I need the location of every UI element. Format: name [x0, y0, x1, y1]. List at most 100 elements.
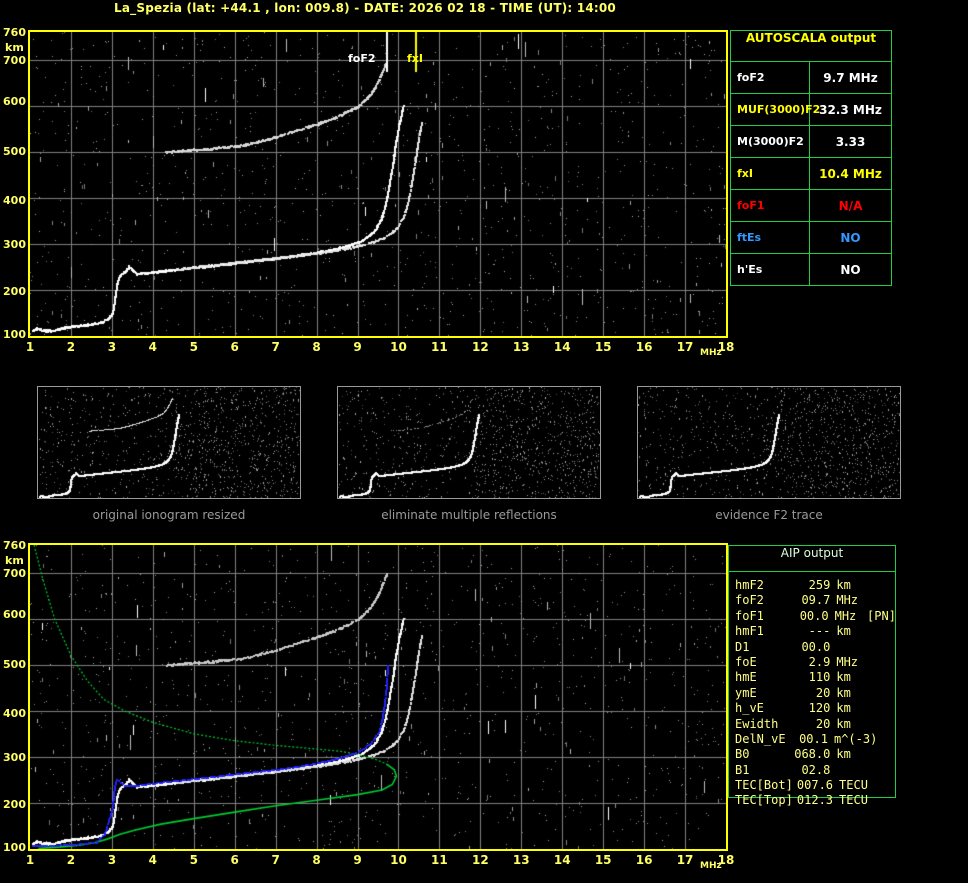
x-tick-5: 5 [189, 340, 198, 354]
aip-name-foF1: foF1 [735, 608, 764, 623]
aip-note-Ewidth [869, 717, 895, 732]
aip-value-ymE: 20 [815, 685, 831, 700]
x-tick-12: 12 [471, 340, 489, 354]
aip-value-hvE: 120 [808, 701, 831, 716]
x-tick-3: 3 [107, 853, 117, 867]
aip-name-hvE: h_vE [735, 701, 764, 716]
aip-note-foE [869, 655, 895, 670]
thumbnail-caption-eliminate: eliminate multiple reflections [381, 508, 557, 522]
aip-row: foF2 09.7 MHz [735, 593, 895, 608]
thumbnail-evidence-canvas [638, 387, 900, 498]
bottom-y-tick-200: 200 [3, 798, 26, 811]
aip-unit-D1 [836, 640, 869, 655]
main-ionogram-canvas [30, 32, 726, 336]
autoscala-row: h'Es NO [731, 254, 891, 285]
x-tick-14: 14 [553, 853, 571, 867]
aip-row: B0 068.0 km [735, 747, 895, 762]
bottom-y-tick-760: 760 [3, 539, 26, 552]
main-y-tick-200: 200 [3, 285, 26, 298]
aip-name-DelNvE: DelN_vE [735, 731, 786, 746]
x-tick-11: 11 [431, 340, 448, 354]
aip-name-foE: foE [735, 654, 757, 669]
aip-unit-hmF2: km [836, 578, 851, 592]
thumbnail-eliminate-reflections[interactable] [337, 386, 601, 499]
x-tick-4: 4 [148, 340, 157, 354]
aip-row: TEC[Top] 012.3 TECU [735, 793, 895, 808]
autoscala-value-foF1: N/A [838, 198, 863, 213]
autoscala-row: M(3000)F2 3.33 [731, 126, 891, 158]
aip-unit-foF2: MHz [836, 593, 859, 608]
aip-value-foF1: 00.0 [799, 608, 829, 623]
x-tick-7: 7 [271, 340, 280, 354]
x-tick-2: 2 [66, 340, 76, 354]
aip-unit-foE: MHz [836, 654, 859, 669]
marker-label-fof2: foF2 [348, 52, 376, 65]
aip-note-TECBot [871, 778, 895, 793]
aip-value-DelNvE: 00.1 [799, 731, 828, 746]
main-y-tick-600: 600 [3, 95, 26, 108]
bottom-y-tick-400: 400 [3, 707, 26, 720]
aip-note-DelNvE [870, 732, 895, 747]
autoscala-key-hEs: h'Es [731, 254, 810, 285]
aip-name-Ewidth: Ewidth [735, 716, 779, 731]
aip-row: B1 02.8 [735, 763, 895, 778]
aip-value-D1: 00.0 [801, 639, 831, 654]
aip-value-TECTop: 012.3 [796, 793, 834, 808]
x-tick-10: 10 [390, 853, 407, 867]
marker-label-fxi: fxI [407, 52, 423, 65]
aip-row: foF1 00.0 MHz [PN] [735, 608, 896, 624]
aip-unit-hmE: km [836, 670, 851, 685]
aip-row: TEC[Bot] 007.6 TECU [735, 778, 895, 793]
autoscala-row: foF1 N/A [731, 190, 891, 222]
autoscala-key-M3000F2: M(3000)F2 [731, 126, 810, 157]
aip-note-B0 [869, 747, 895, 762]
aip-name-TECTop: TEC[Top] [735, 793, 793, 808]
bottom-x-unit: MHz [700, 861, 722, 871]
aip-row: hmF1 --- km [735, 624, 895, 639]
aip-note-TECTop [871, 793, 895, 808]
thumbnail-original-canvas [38, 387, 300, 498]
aip-value-hmF1: --- [808, 624, 831, 639]
autoscala-header: AUTOSCALA output [731, 31, 891, 62]
x-tick-11: 11 [431, 853, 448, 867]
aip-unit-TECBot: TECU [839, 778, 868, 793]
aip-name-B1: B1 [735, 762, 750, 777]
autoscala-row: fxI 10.4 MHz [731, 158, 891, 190]
aip-note-hmF1 [869, 624, 895, 639]
x-tick-3: 3 [107, 340, 117, 354]
x-tick-18: 18 [717, 853, 735, 867]
thumbnail-eliminate-canvas [338, 387, 600, 498]
aip-name-ymE: ymE [735, 685, 757, 700]
thumbnail-evidence-f2-trace[interactable] [637, 386, 901, 499]
aip-unit-hmF1: km [836, 624, 851, 639]
aip-unit-ymE: km [836, 685, 851, 700]
x-tick-9: 9 [353, 853, 362, 867]
autoscala-value-foF2: 9.7 MHz [823, 70, 878, 85]
aip-profile-plot[interactable] [28, 543, 728, 851]
autoscala-row: ftEs NO [731, 222, 891, 254]
thumbnail-original-ionogram[interactable] [37, 386, 301, 499]
aip-unit-foF1: MHz [834, 608, 857, 623]
aip-row: D1 00.0 [735, 640, 895, 655]
aip-name-D1: D1 [735, 639, 750, 654]
x-tick-6: 6 [230, 853, 239, 867]
main-y-tick-100: 100 [3, 328, 26, 341]
main-ionogram-plot[interactable]: foF2 fxI [28, 30, 728, 338]
aip-note-ymE [869, 686, 895, 701]
x-tick-2: 2 [66, 853, 76, 867]
aip-name-hmF2: hmF2 [735, 578, 764, 592]
aip-name-hmF1: hmF1 [735, 624, 764, 639]
aip-value-TECBot: 007.6 [796, 778, 834, 793]
main-y-tick-700: 700 [3, 54, 26, 67]
aip-value-B1: 02.8 [801, 762, 831, 777]
aip-value-Ewidth: 20 [815, 716, 831, 731]
x-tick-7: 7 [271, 853, 280, 867]
x-tick-13: 13 [512, 340, 530, 354]
aip-value-foF2: 09.7 [801, 593, 831, 608]
aip-unit-TECTop: TECU [839, 793, 868, 808]
main-y-tick-300: 300 [3, 238, 26, 251]
aip-header: AIP output [729, 546, 895, 572]
aip-row: foE 2.9 MHz [735, 655, 895, 670]
x-tick-18: 18 [717, 340, 735, 354]
autoscala-value-ftEs: NO [840, 230, 861, 245]
